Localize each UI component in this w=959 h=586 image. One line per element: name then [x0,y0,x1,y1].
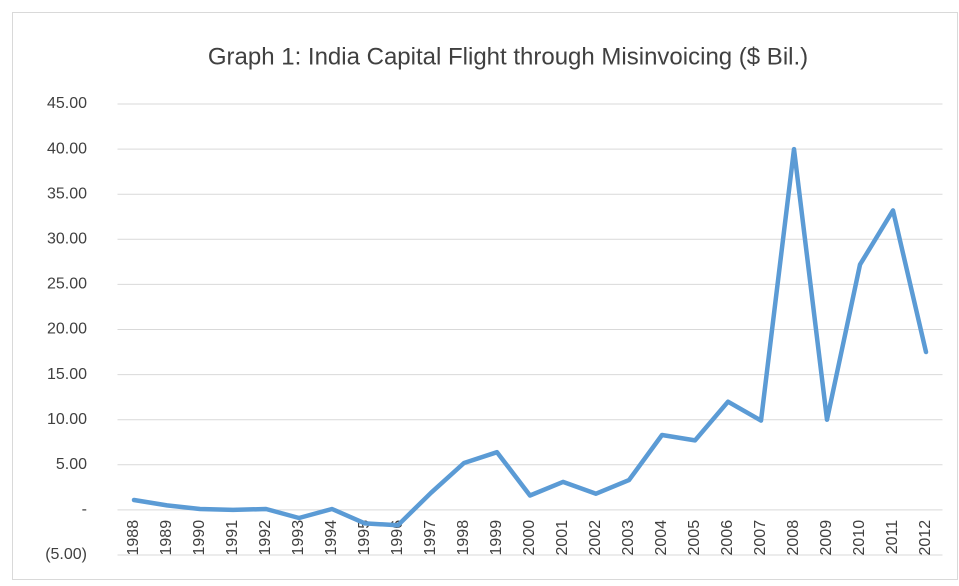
x-tick-label: 1997 [422,520,439,556]
y-tick-label: 5.00 [56,456,87,473]
x-tick-label: 2012 [917,520,934,556]
x-tick-label: 2011 [884,520,901,555]
x-tick-label: 2006 [719,520,736,556]
x-tick-label: 1992 [257,520,274,556]
x-tick-label: 1999 [488,520,505,556]
data-line [131,146,929,528]
x-tick-label: 2002 [587,520,604,556]
y-tick-label: 20.00 [47,321,87,338]
x-tick-label: 1993 [290,520,307,556]
y-tick-label: 30.00 [47,231,87,248]
x-tick-label: 2010 [851,520,868,556]
x-tick-label: 2008 [785,520,802,556]
x-tick-label: 1989 [158,520,175,556]
y-tick-label: 25.00 [47,276,87,293]
x-tick-label: 1998 [455,520,472,556]
y-tick-label: 15.00 [47,366,87,383]
x-tick-label: 2005 [686,520,703,556]
x-tick-label: 1996 [389,520,406,556]
chart-title: Graph 1: India Capital Flight through Mi… [208,43,808,70]
x-tick-label: 1990 [191,520,208,556]
y-tick-label: - [82,501,87,518]
y-tick-label: 10.00 [47,411,87,428]
x-tick-label: 2007 [752,520,769,556]
x-tick-label: 1995 [356,520,373,556]
x-tick-label: 2004 [653,520,670,556]
x-tick-label: 1994 [323,520,340,556]
y-tick-label: 40.00 [47,140,87,157]
chart-border [12,12,958,580]
y-tick-label: (5.00) [45,546,87,563]
x-tick-label: 2009 [818,520,835,556]
y-tick-label: 45.00 [47,95,87,112]
x-tick-label: 1988 [125,520,142,556]
x-tick-label: 2003 [620,520,637,556]
x-tick-label: 1991 [224,520,241,556]
x-tick-label: 2000 [521,520,538,556]
x-tick-label: 2001 [554,520,571,556]
y-tick-label: 35.00 [47,185,87,202]
